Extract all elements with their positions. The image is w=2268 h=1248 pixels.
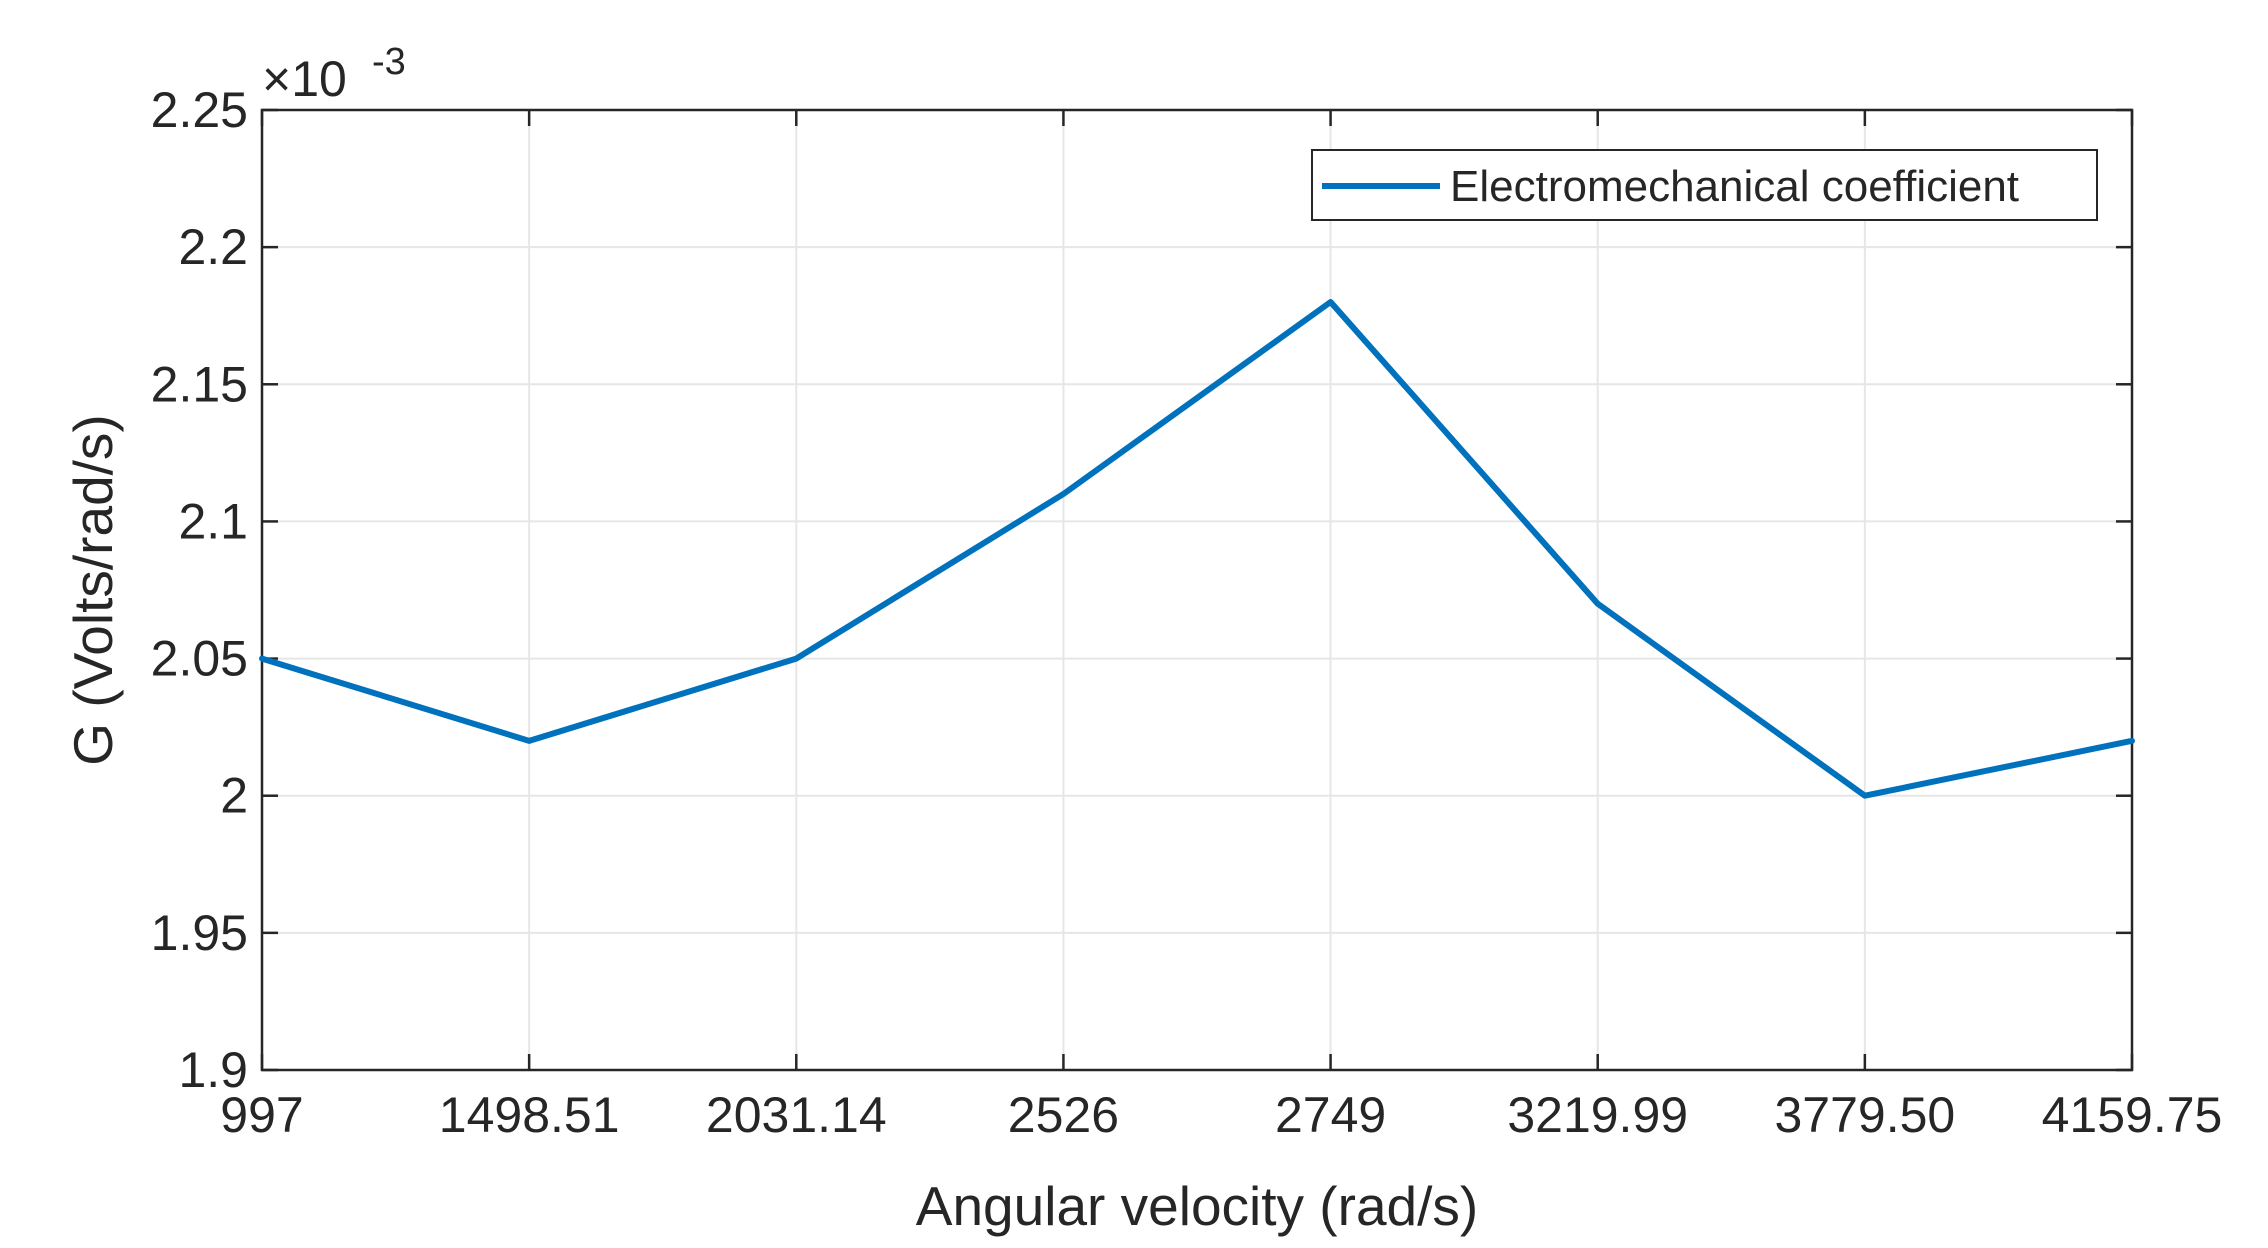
x-tick-label: 3219.99 — [1507, 1087, 1688, 1143]
legend: Electromechanical coefficient — [1311, 149, 2098, 221]
y-exponent-power: -3 — [372, 41, 406, 83]
y-tick-label: 1.95 — [151, 905, 248, 961]
x-tick-label: 997 — [220, 1087, 303, 1143]
plot-area — [262, 110, 2132, 1070]
x-tick-label: 2749 — [1275, 1087, 1386, 1143]
legend-label: Electromechanical coefficient — [1450, 162, 2019, 211]
x-tick-label: 2526 — [1008, 1087, 1119, 1143]
x-tick-label: 2031.14 — [706, 1087, 887, 1143]
y-tick-label: 2.15 — [151, 356, 248, 412]
legend-box — [1311, 149, 2098, 221]
y-tick-label: 2.25 — [151, 82, 248, 138]
y-tick-label: 2.1 — [178, 493, 248, 549]
x-tick-label: 3779.50 — [1774, 1087, 1955, 1143]
y-tick-labels: 1.9 1.95 2 2.05 2.1 2.15 2.2 2.25 — [151, 82, 248, 1098]
series-layer — [259, 299, 2135, 799]
y-tick-label: 2.2 — [178, 219, 248, 275]
x-axis-label: Angular velocity (rad/s) — [916, 1175, 1478, 1237]
y-tick-label: 1.9 — [178, 1042, 248, 1098]
tick-marks — [260, 108, 2134, 1072]
y-axis-label: G (Volts/rad/s) — [62, 414, 124, 765]
series-line — [259, 299, 2135, 799]
x-tick-label: 4159.75 — [2042, 1087, 2223, 1143]
x-tick-labels: 997 1498.51 2031.14 2526 2749 3219.99 3779.50 4… — [220, 1087, 2222, 1143]
x-tick-label: 1498.51 — [439, 1087, 620, 1143]
y-tick-label: 2 — [220, 768, 248, 824]
y-tick-label: 2.05 — [151, 631, 248, 687]
y-exponent-base: ×10 — [262, 51, 347, 107]
plot-border — [260, 108, 2134, 1072]
